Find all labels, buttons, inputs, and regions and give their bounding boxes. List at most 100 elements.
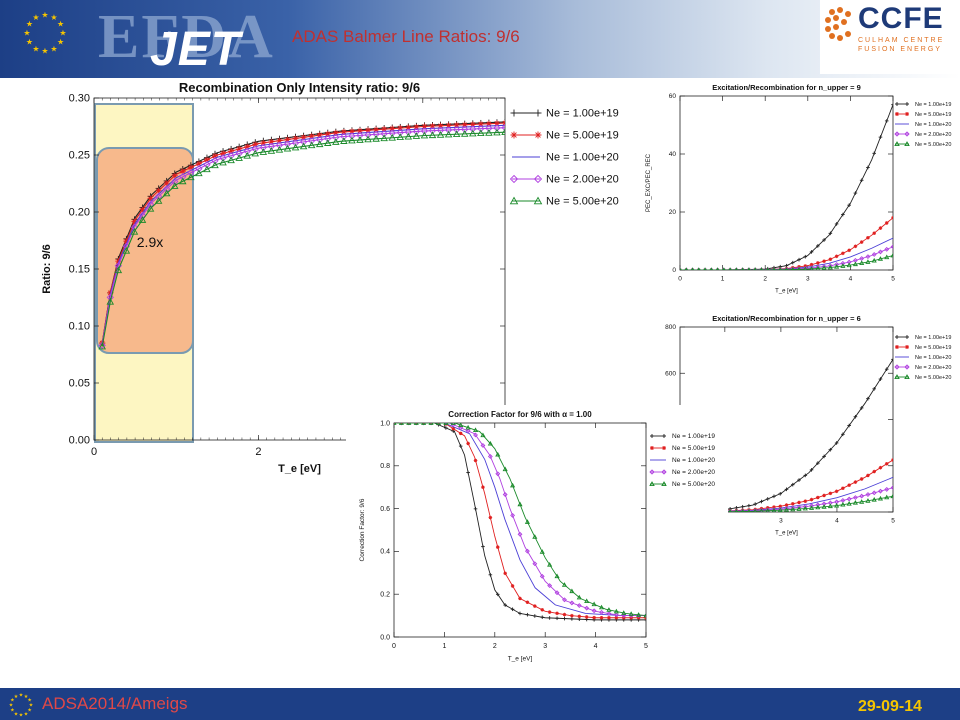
diamond-marker: [884, 486, 890, 492]
diamond-marker: [532, 561, 538, 567]
star-marker: [797, 500, 801, 505]
star-marker: [884, 221, 889, 225]
star-marker: [547, 610, 552, 614]
diamond-marker: [138, 211, 147, 220]
diamond-marker: [473, 432, 478, 438]
triangle-marker: [138, 216, 147, 223]
y-tick-label: 0.0: [380, 634, 390, 641]
triangle-marker: [783, 507, 790, 512]
triangle-marker: [187, 173, 195, 181]
star-marker: [495, 545, 500, 549]
eu-star-icon: ★: [27, 698, 32, 704]
star-marker: [790, 501, 795, 506]
star-marker: [429, 123, 436, 130]
star-marker: [510, 584, 515, 588]
legend: Ne = 1.00e+19 Ne = 5.00e+19 Ne = 1.00e+20 N…: [649, 433, 715, 488]
diamond-marker: [547, 583, 553, 589]
eu-star-icon: ★: [24, 711, 29, 717]
triangle-marker: [643, 612, 646, 618]
y-tick-label: 0.30: [69, 93, 90, 105]
star-marker: [397, 125, 404, 132]
diamond-marker: [796, 266, 802, 270]
triangle-marker: [894, 141, 900, 147]
star-marker: [784, 503, 789, 507]
triangle-marker: [697, 267, 701, 270]
star-marker: [453, 122, 460, 129]
triangle-marker: [243, 151, 251, 159]
diamond-marker: [752, 508, 758, 512]
triangle-marker: [179, 177, 187, 185]
star-marker: [662, 446, 666, 450]
eu-star-icon: ★: [41, 47, 48, 56]
triangle-marker: [227, 156, 235, 164]
plot-frame: [393, 422, 647, 638]
legend-label: Ne = 5.00e+20: [672, 481, 715, 488]
eu-star-icon: ★: [27, 708, 32, 714]
star-marker: [828, 491, 833, 496]
triangle-marker: [98, 342, 106, 350]
series-line: [101, 131, 505, 347]
diamond-marker: [510, 512, 516, 518]
diamond-marker: [485, 124, 493, 132]
star-marker: [203, 156, 210, 163]
star-marker: [834, 254, 839, 259]
star-marker: [878, 465, 883, 470]
star-marker: [469, 121, 476, 128]
diamond-marker: [283, 140, 292, 148]
diamond-marker: [733, 508, 739, 512]
footer-author: ADSA2014/Ameigs: [42, 694, 188, 713]
triangle-marker: [871, 496, 877, 502]
triangle-marker: [259, 148, 268, 155]
slide-title: ADAS Balmer Line Ratios: 9/6: [292, 27, 520, 46]
triangle-marker: [421, 423, 427, 425]
ratio-range-highlight: [96, 147, 194, 354]
eu-star-icon: ★: [50, 13, 57, 22]
diamond-marker: [621, 613, 627, 619]
triangle-marker: [480, 432, 486, 438]
x-axis-label: T_e [eV]: [775, 289, 798, 295]
diamond-marker: [480, 443, 486, 448]
eu-star-icon: ★: [19, 693, 24, 699]
triangle-marker: [815, 504, 821, 510]
diamond-marker: [203, 161, 211, 169]
triangle-marker: [815, 265, 821, 270]
legend-label: Ne = 5.00e+19: [672, 445, 715, 452]
star-marker: [614, 615, 619, 620]
diamond-marker: [243, 147, 251, 155]
triangle-marker: [404, 132, 413, 140]
star-marker: [236, 145, 243, 152]
diamond-marker: [865, 254, 871, 260]
triangle-marker: [106, 297, 115, 305]
x-tick-label: 2: [763, 276, 767, 283]
triangle-marker: [734, 267, 738, 270]
triangle-marker: [380, 134, 388, 142]
diamond-marker: [569, 600, 575, 606]
diamond-marker: [259, 143, 267, 152]
triangle-marker: [502, 466, 508, 472]
triangle-marker: [740, 508, 745, 512]
diamond-marker: [852, 495, 858, 500]
triangle-marker: [436, 130, 445, 138]
ccfe-logo: [820, 0, 960, 74]
triangle-marker: [890, 493, 893, 499]
star-marker: [300, 134, 307, 141]
triangle-marker: [759, 267, 763, 270]
star-marker: [260, 139, 267, 146]
triangle-marker: [808, 505, 815, 510]
triangle-marker: [765, 507, 770, 512]
triangle-marker: [412, 132, 421, 139]
star-marker: [905, 345, 909, 349]
triangle-marker: [509, 196, 519, 205]
triangle-marker: [747, 267, 751, 270]
triangle-marker: [428, 131, 437, 139]
series-line: [394, 423, 646, 617]
diamond-marker: [859, 493, 865, 499]
triangle-marker: [517, 501, 523, 507]
triangle-marker: [569, 588, 575, 594]
legend-label: Ne = 1.00e+20: [915, 122, 951, 128]
eu-star-icon: ★: [26, 20, 33, 29]
diamond-marker: [649, 469, 655, 475]
diamond-marker: [859, 256, 865, 261]
triangle-marker: [884, 494, 890, 500]
diamond-marker: [599, 609, 604, 615]
